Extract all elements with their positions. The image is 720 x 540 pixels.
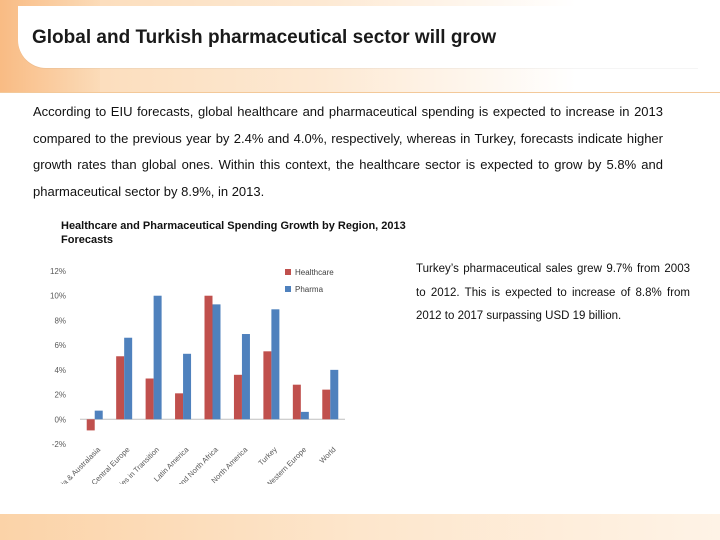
bar-pharma bbox=[183, 353, 192, 420]
intro-paragraph: According to EIU forecasts, global healt… bbox=[33, 104, 663, 199]
bar-healthcare bbox=[204, 295, 213, 420]
legend-label: Healthcare bbox=[295, 268, 334, 277]
y-tick-label: 12% bbox=[50, 267, 66, 276]
y-tick-label: 10% bbox=[50, 292, 66, 301]
y-tick-label: 8% bbox=[54, 316, 66, 325]
bar-healthcare bbox=[175, 393, 184, 420]
bar-pharma bbox=[300, 411, 309, 420]
footer-band bbox=[0, 514, 720, 540]
x-category-label: World bbox=[318, 445, 338, 465]
legend-swatch bbox=[285, 286, 291, 292]
bar-healthcare bbox=[233, 374, 242, 420]
page-title: Global and Turkish pharmaceutical sector… bbox=[32, 27, 497, 48]
title-panel bbox=[18, 6, 698, 68]
bar-pharma bbox=[330, 369, 339, 420]
bar-pharma bbox=[241, 334, 250, 420]
spending-growth-chart: -2%0%2%4%6%8%10%12% Asia & AustralasiaEa… bbox=[50, 267, 345, 484]
y-tick-label: -2% bbox=[52, 440, 66, 449]
bar-pharma bbox=[153, 295, 162, 420]
turkey-sales-note: Turkey’s pharmaceutical sales grew 9.7% … bbox=[416, 263, 690, 322]
bar-healthcare bbox=[292, 384, 301, 420]
bar-pharma bbox=[94, 410, 103, 420]
y-tick-label: 6% bbox=[54, 341, 66, 350]
bar-healthcare bbox=[86, 419, 95, 431]
x-category-label: Turkey bbox=[256, 445, 279, 468]
legend-label: Pharma bbox=[295, 285, 324, 294]
bar-healthcare bbox=[116, 356, 125, 420]
bar-pharma bbox=[271, 309, 280, 420]
legend-swatch bbox=[285, 269, 291, 275]
bar-healthcare bbox=[145, 378, 154, 420]
bar-pharma bbox=[212, 304, 221, 420]
y-tick-label: 4% bbox=[54, 366, 66, 375]
bar-pharma bbox=[124, 337, 133, 420]
chart-title: Healthcare and Pharmaceutical Spending G… bbox=[61, 220, 406, 246]
y-tick-label: 2% bbox=[54, 391, 66, 400]
y-tick-label: 0% bbox=[54, 415, 66, 424]
bar-healthcare bbox=[322, 389, 331, 420]
bar-healthcare bbox=[263, 351, 272, 420]
